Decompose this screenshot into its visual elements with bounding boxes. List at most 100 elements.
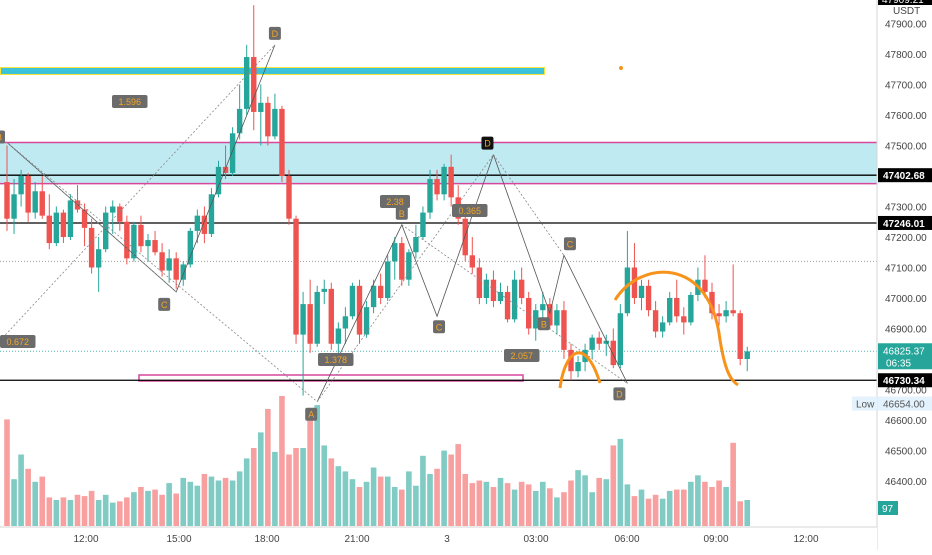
volume-bar [624, 484, 631, 526]
candle-body [307, 304, 313, 344]
candle-body [526, 298, 532, 329]
pattern-ratio-line [401, 224, 628, 384]
candle-body [208, 194, 215, 234]
head-curve [613, 270, 739, 387]
volume-bar [74, 494, 81, 526]
pattern-point-text: C [436, 322, 443, 332]
pattern-label-box [537, 317, 550, 331]
candle-body [674, 298, 680, 317]
volume-bar [342, 471, 349, 526]
current-price-label: 46825.37 [883, 346, 925, 357]
volume-bar [659, 498, 666, 526]
ratio-label-text: 2.38 [386, 197, 404, 207]
pattern-point-label: B [537, 317, 550, 331]
pattern-leg [316, 154, 494, 402]
low-marker-label: Low [856, 400, 875, 411]
candle-body [716, 313, 722, 317]
low-marker-tag [852, 396, 877, 411]
volume-bar [709, 487, 715, 526]
price-tick-label: 47900.00 [885, 20, 927, 31]
volume-bar [314, 405, 320, 526]
price-tick-label: 47700.00 [885, 81, 927, 92]
candle-body [589, 337, 595, 350]
volume-bar [582, 475, 588, 526]
candle-body [406, 252, 412, 280]
candle-body [67, 200, 74, 237]
volume-bar [279, 396, 285, 526]
candle-body [462, 218, 468, 256]
price-tick-label: 46600.00 [885, 416, 927, 427]
volume-bar [117, 501, 123, 526]
ratio-label-text: 0.672 [6, 337, 29, 347]
time-tick-label: 06:00 [614, 534, 639, 545]
volume-bar [243, 458, 250, 526]
candle-body [103, 212, 109, 250]
volume-bar [124, 497, 130, 526]
volume-bar [645, 498, 652, 526]
volume-bar [222, 477, 229, 526]
volume-bar [187, 481, 194, 526]
pattern-point-label: B [395, 206, 408, 220]
time-tick-label: 12:00 [73, 534, 98, 545]
candle-body [201, 215, 208, 234]
volume-bar [370, 467, 377, 526]
pattern-label-box [563, 237, 576, 251]
resistance-zone [0, 142, 877, 184]
ratio-label-box [112, 95, 148, 108]
pattern-label-box [395, 206, 408, 220]
low-value-box [878, 396, 932, 411]
volume-bar [258, 432, 264, 526]
demand-zone-outline [138, 374, 524, 382]
volume-bar [307, 409, 313, 526]
candle-body [258, 102, 264, 112]
volume-bar [554, 497, 560, 526]
pattern-leg [493, 154, 628, 384]
pattern-label-box [613, 387, 626, 401]
time-tick-label: 3 [444, 534, 450, 545]
candle-body [610, 340, 616, 366]
top-price-label: 47909.21 [882, 0, 924, 6]
candle-body [561, 310, 567, 350]
pattern-point-text: A [308, 410, 314, 420]
time-tick-label: 03:00 [523, 534, 548, 545]
volume-bar [695, 475, 701, 526]
pattern-label-box [305, 407, 318, 421]
volume-bar [208, 476, 215, 526]
candle-body [349, 285, 356, 317]
candle-body [293, 218, 299, 335]
candle-body [60, 212, 67, 237]
ratio-label-box [452, 204, 488, 217]
pattern-point-text: B [399, 209, 405, 219]
candle-body [638, 285, 645, 298]
candle-body [385, 261, 391, 298]
volume-bar [448, 454, 454, 526]
orange-dot [619, 66, 623, 70]
pattern-point-text: C [161, 300, 168, 310]
candle-body [370, 285, 377, 308]
volume-bar [666, 490, 673, 526]
candle-body [138, 224, 144, 247]
candle-body [469, 255, 475, 268]
candle-body [215, 166, 222, 195]
top-price-box [878, 0, 932, 5]
level-price-box [878, 215, 932, 230]
candle-body [39, 191, 45, 216]
volume-bar [321, 445, 328, 526]
price-axis [877, 0, 932, 550]
volume-bar [138, 487, 144, 526]
volume-bar [610, 445, 617, 526]
volume-bar [180, 477, 187, 526]
candle-body [702, 279, 708, 292]
volume-bar [25, 468, 31, 526]
volume-bar [4, 419, 10, 526]
volume-bar [286, 454, 292, 526]
candle-body [547, 304, 553, 326]
ratio-label-box [504, 349, 540, 362]
candle-body [159, 252, 165, 271]
volume-bar [532, 490, 539, 526]
candle-body [300, 304, 306, 335]
candle-body [645, 285, 652, 311]
